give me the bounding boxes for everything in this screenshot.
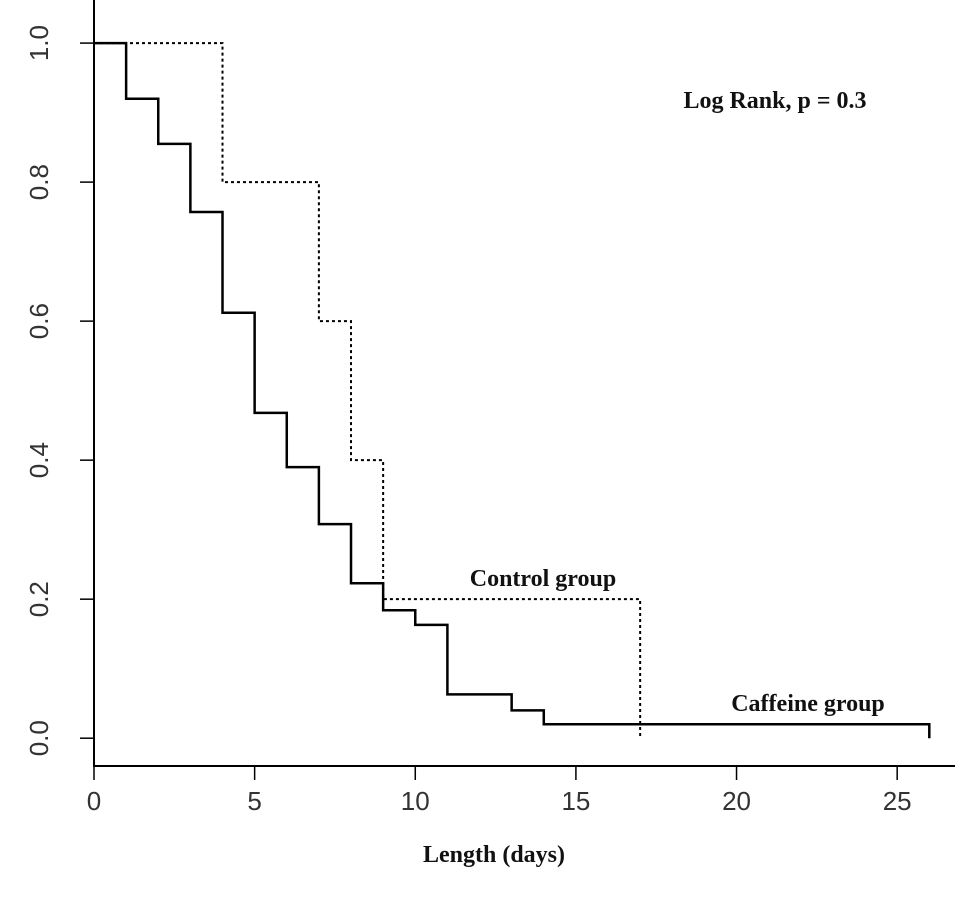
y-tick-label: 0.4: [24, 442, 54, 478]
x-tick-label: 15: [561, 786, 590, 816]
annotation: Log Rank, p = 0.3: [683, 88, 866, 114]
survival-line: [94, 42, 642, 739]
x-tick-label: 0: [87, 786, 101, 816]
y-tick-label: 0.0: [24, 720, 54, 756]
x-axis-label: Length (days): [423, 842, 565, 868]
x-tick-label: 10: [401, 786, 430, 816]
y-tick-label: 0.8: [24, 164, 54, 200]
series-label: Caffeine group: [731, 691, 885, 717]
x-tick-label: 25: [883, 786, 912, 816]
y-tick-label: 0.2: [24, 581, 54, 617]
series-label: Control group: [470, 566, 616, 592]
x-tick-label: 20: [722, 786, 751, 816]
y-tick-label: 1.0: [24, 25, 54, 61]
survival-line: [94, 41, 931, 739]
x-tick-label: 5: [247, 786, 261, 816]
y-tick-label: 0.6: [24, 303, 54, 339]
